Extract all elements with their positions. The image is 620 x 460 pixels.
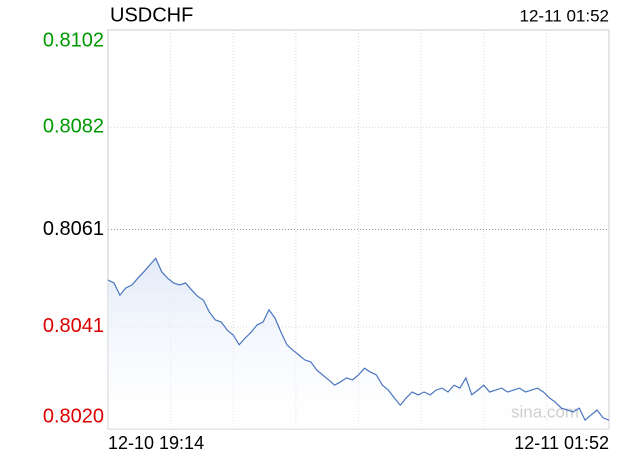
chart-title: USDCHF (110, 4, 193, 26)
price-line (107, 257, 610, 422)
y-tick-label: 0.8082 (43, 116, 104, 138)
x-tick-label: 12-10 19:14 (108, 433, 204, 453)
x-tick-label: 12-11 01:52 (514, 433, 609, 453)
area (108, 258, 609, 429)
timestamp: 12-11 01:52 (520, 6, 609, 25)
y-tick-label: 0.8102 (43, 29, 104, 51)
y-tick-label: 0.8041 (43, 315, 104, 337)
y-tick-label: 0.8061 (43, 218, 104, 240)
y-tick-label: 0.8020 (43, 405, 104, 427)
watermark: sina.com (511, 402, 579, 421)
